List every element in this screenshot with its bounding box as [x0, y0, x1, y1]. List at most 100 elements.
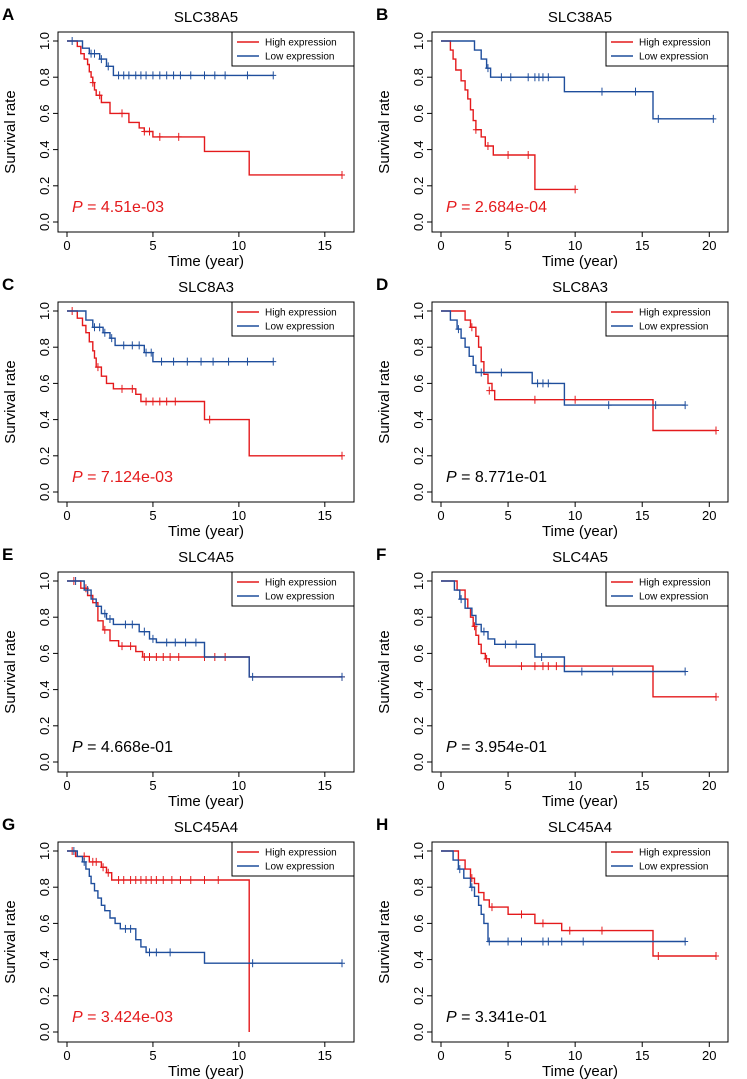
y-tick-label: 0.4 [411, 951, 426, 969]
panel-d: D SLC8A3 0.0 0.2 0.4 0.6 0.8 1.0 0 5 10 15 20 Time (y… [374, 270, 747, 539]
y-tick-label: 0.6 [411, 374, 426, 392]
legend-low-label: Low expression [265, 592, 334, 603]
censor-mark [171, 358, 177, 366]
x-tick-label: 0 [63, 508, 70, 523]
x-tick-label: 15 [635, 508, 649, 523]
km-plot-g: G SLC45A4 0.0 0.2 0.4 0.6 0.8 1.0 0 5 10 15 Time (ye… [0, 810, 373, 1079]
plot-title: SLC8A3 [178, 279, 234, 296]
y-tick-label: 0.0 [37, 753, 52, 771]
legend-low-label: Low expression [265, 862, 334, 873]
censor-mark [153, 876, 159, 884]
x-tick-label: 10 [568, 1048, 582, 1063]
km-plot-e: E SLC4A5 0.0 0.2 0.4 0.6 0.8 1.0 0 5 10 15 Time (yea… [0, 540, 373, 809]
censor-mark [222, 71, 228, 79]
censor-mark [458, 595, 464, 603]
y-tick-label: 0.6 [37, 644, 52, 662]
censor-mark [164, 639, 170, 647]
legend: High expression Low expression [232, 32, 354, 66]
y-tick-label: 0.6 [411, 104, 426, 122]
y-tick-label: 0.4 [37, 951, 52, 969]
y-tick-label: 1.0 [411, 842, 426, 860]
y-tick-label: 0.0 [411, 483, 426, 501]
censor-mark [655, 952, 661, 960]
x-axis-label: Time (year) [542, 793, 618, 809]
legend: High expression Low expression [606, 32, 728, 66]
censor-mark [513, 640, 519, 648]
x-axis-label: Time (year) [168, 523, 244, 539]
censor-mark [119, 642, 125, 650]
panel-letter: B [376, 5, 388, 24]
y-axis-label: Survival rate [2, 90, 19, 173]
x-tick-label: 15 [635, 1048, 649, 1063]
censor-mark [153, 653, 159, 661]
censor-mark [92, 50, 98, 58]
censor-mark [160, 653, 166, 661]
censor-mark [682, 668, 688, 676]
censor-mark [545, 938, 551, 946]
censor-mark [183, 639, 189, 647]
y-tick-label: 0.4 [37, 681, 52, 699]
high-expression-curve [441, 41, 575, 189]
p-value: P = 3.341e-01 [446, 1009, 547, 1026]
x-tick-label: 5 [504, 238, 511, 253]
censor-mark [599, 88, 605, 96]
censor-mark [119, 385, 125, 393]
legend: High expression Low expression [232, 572, 354, 606]
km-plot-b: B SLC38A50.00.20.40.60.81.00 5 10 15 20Time (… [374, 0, 747, 269]
km-plot-d: D SLC8A30.00.20.40.60.81.00 5 10 15 20Time (y… [374, 270, 747, 539]
censor-mark [133, 71, 139, 79]
x-tick-label: 5 [504, 508, 511, 523]
y-tick-label: 0.6 [37, 104, 52, 122]
censor-mark [148, 876, 154, 884]
censor-mark [518, 662, 524, 670]
censor-mark [579, 668, 585, 676]
y-tick-label: 0.8 [37, 878, 52, 896]
y-tick-label: 0.6 [37, 914, 52, 932]
censor-mark [532, 662, 538, 670]
panel-h: H SLC45A4 0.0 0.2 0.4 0.6 0.8 1.0 0 5 10 15 20 Time (… [374, 810, 747, 1079]
p-value: P = 3.954e-01 [446, 739, 547, 756]
censor-mark [540, 662, 546, 670]
y-axis-label: Survival rate [376, 90, 393, 173]
legend-low-label: Low expression [639, 862, 708, 873]
p-value: P = 8.771e-01 [446, 469, 547, 486]
y-tick-label: 0.4 [411, 681, 426, 699]
censor-mark [713, 693, 719, 701]
x-axis-label: Time (year) [542, 523, 618, 539]
p-value: P = 7.124e-03 [72, 469, 173, 486]
censor-mark [122, 925, 128, 933]
y-tick-label: 0.0 [37, 1023, 52, 1041]
censor-mark [198, 358, 204, 366]
legend-high-label: High expression [265, 848, 337, 859]
censor-mark [215, 876, 221, 884]
y-tick-label: 0.8 [411, 68, 426, 86]
legend: High expression Low expression [606, 302, 728, 336]
censor-mark [539, 653, 545, 661]
censor-mark [545, 662, 551, 670]
censor-mark [167, 653, 173, 661]
censor-mark [505, 938, 511, 946]
legend-high-label: High expression [639, 308, 711, 319]
y-tick-label: 0.2 [411, 177, 426, 195]
censor-mark [540, 73, 546, 81]
censor-mark [128, 642, 134, 650]
censor-mark [121, 876, 127, 884]
censor-mark [160, 876, 166, 884]
y-tick-label: 0.0 [37, 483, 52, 501]
censor-mark [143, 876, 149, 884]
high-expression-curve [67, 851, 249, 1032]
legend-low-label: Low expression [265, 52, 334, 63]
y-tick-label: 0.0 [37, 213, 52, 231]
censor-mark [502, 640, 508, 648]
censor-mark [184, 358, 190, 366]
censor-mark [469, 323, 475, 331]
x-tick-label: 0 [437, 508, 444, 523]
censor-mark [116, 71, 122, 79]
censor-mark [143, 71, 149, 79]
y-tick-label: 0.6 [411, 914, 426, 932]
y-axis-label: Survival rate [376, 900, 393, 983]
legend-low-label: Low expression [639, 592, 708, 603]
legend-high-label: High expression [639, 848, 711, 859]
censor-mark [177, 71, 183, 79]
censor-mark [147, 948, 153, 956]
